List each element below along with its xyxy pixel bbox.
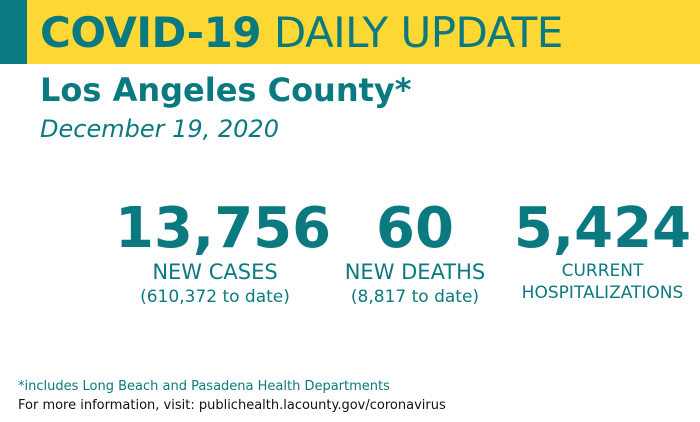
footnote: *includes Long Beach and Pasadena Health… xyxy=(18,379,390,394)
new-cases-value: 13,756 xyxy=(115,196,332,261)
cases-to-date: (610,372 to date) xyxy=(140,287,290,307)
banner-title-bold: COVID-19 xyxy=(40,8,262,57)
new-deaths-label: NEW DEATHS xyxy=(344,260,486,284)
new-deaths-value: 60 xyxy=(376,196,454,261)
hospitalizations-label-line1: CURRENT xyxy=(561,261,644,281)
stat-current-hospitalizations: 5,424 CURRENT HOSPITALIZATIONS xyxy=(505,198,700,304)
stat-new-cases: 13,756 NEW CASES (610,372 to date) xyxy=(115,196,332,310)
more-info-text: For more information, visit: publichealt… xyxy=(18,398,446,413)
banner-title-rest: DAILY UPDATE xyxy=(273,8,563,57)
banner-title: COVID-19 DAILY UPDATE xyxy=(40,8,563,58)
deaths-to-date: (8,817 to date) xyxy=(350,287,480,307)
new-cases-label: NEW CASES xyxy=(152,260,278,284)
title-banner: COVID-19 DAILY UPDATE xyxy=(0,0,700,64)
banner-accent-bar xyxy=(0,0,27,64)
hospitalizations-value: 5,424 xyxy=(513,196,692,261)
hospitalizations-label-line2: HOSPITALIZATIONS xyxy=(521,283,684,303)
report-date: December 19, 2020 xyxy=(40,115,279,143)
county-title: Los Angeles County* xyxy=(40,71,412,109)
stat-new-deaths: 60 NEW DEATHS (8,817 to date) xyxy=(325,198,505,310)
